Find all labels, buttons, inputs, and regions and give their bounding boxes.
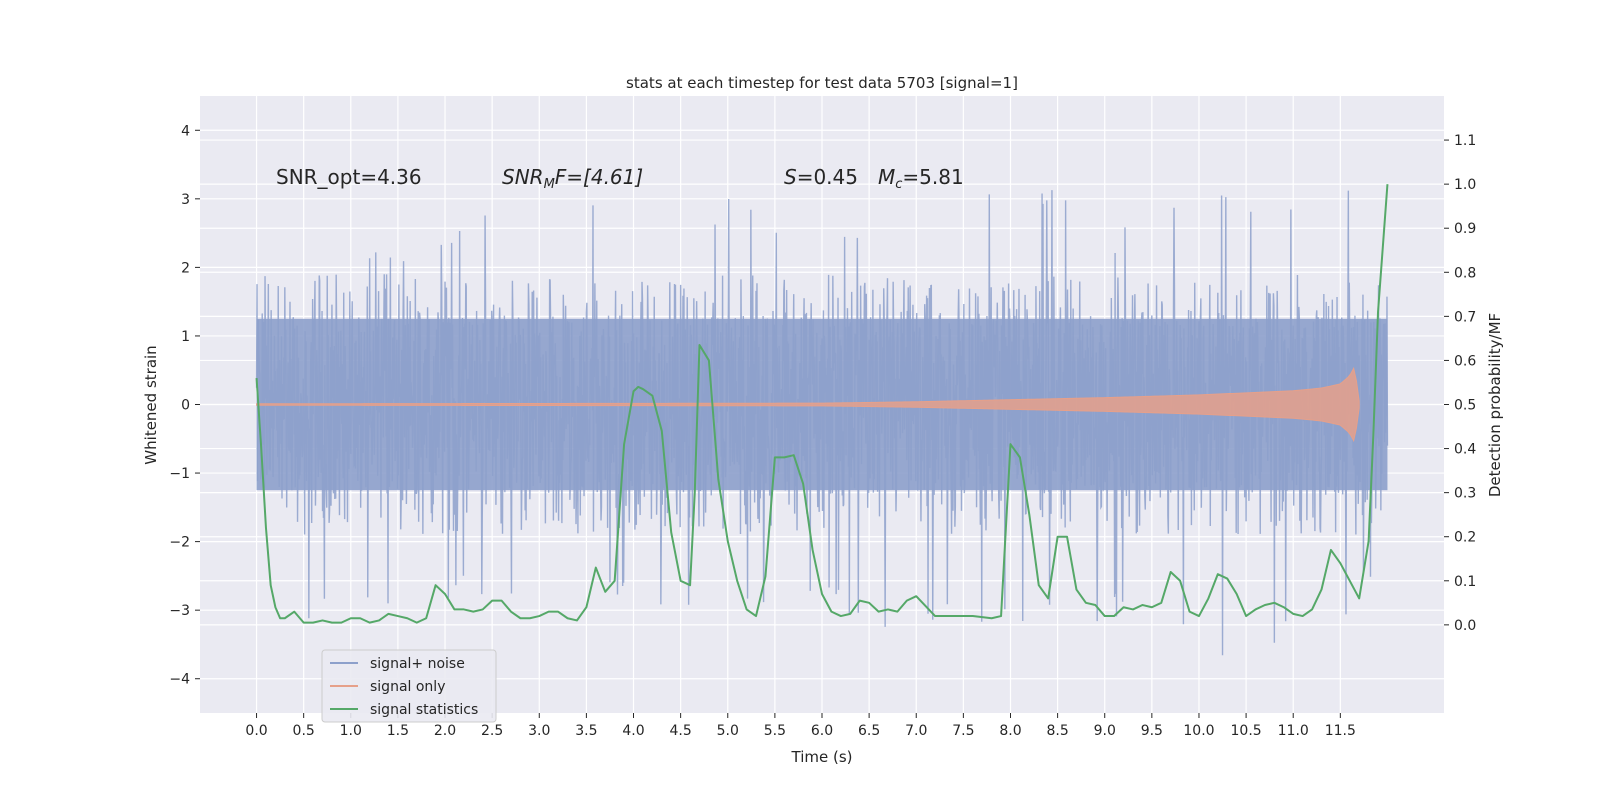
- x-tick-label: 9.0: [1094, 723, 1116, 739]
- y-left-tick-label: 2: [181, 260, 190, 276]
- x-tick-label: 2.0: [434, 723, 456, 739]
- y-right-tick-label: 0.9: [1454, 221, 1476, 237]
- annotation-snr-opt: SNR_opt=4.36: [276, 165, 422, 189]
- legend-label-signal-noise: signal+ noise: [370, 656, 465, 672]
- y-right-axis-ticks: 1.1 1.0 0.9 0.8 0.7 0.6 0.5 0.4 0.3 0.2 0.1 0.0: [1444, 133, 1476, 634]
- y-left-tick-label: 4: [181, 123, 190, 139]
- x-tick-label: 10.0: [1183, 723, 1214, 739]
- y-right-tick-label: 0.3: [1454, 486, 1476, 502]
- x-tick-label: 3.5: [575, 723, 597, 739]
- x-tick-label: 8.0: [999, 723, 1021, 739]
- x-tick-label: 7.5: [952, 723, 974, 739]
- x-tick-label: 6.5: [858, 723, 880, 739]
- x-axis-label: Time (s): [791, 748, 853, 766]
- x-tick-label: 11.0: [1278, 723, 1309, 739]
- y-left-tick-label: −4: [169, 672, 190, 688]
- legend-label-signal-statistics: signal statistics: [370, 702, 478, 718]
- signal-only-line: [256, 366, 1360, 443]
- y-right-axis-label: Detection probability/MF: [1486, 313, 1504, 497]
- y-left-tick-label: −1: [169, 466, 190, 482]
- annotation-chirp-mass: Mc=5.81: [878, 165, 964, 192]
- x-tick-label: 11.5: [1325, 723, 1356, 739]
- y-left-tick-label: 1: [181, 329, 190, 345]
- legend-box: [321, 649, 497, 723]
- signal-statistics-line: [255, 184, 1389, 624]
- annotation-spin: S=0.45: [784, 165, 858, 189]
- y-left-tick-label: 0: [181, 398, 190, 414]
- x-tick-label: 0.5: [293, 723, 315, 739]
- y-left-tick-label: 3: [181, 192, 190, 208]
- y-right-tick-label: 0.8: [1454, 265, 1476, 281]
- x-axis-ticks: 0.0 0.5 1.0 1.5 2.0 2.5 3.0 3.5 4.0 4.5 5.0 5.5 6.0 6…: [245, 713, 1356, 739]
- x-tick-label: 4.5: [670, 723, 692, 739]
- x-tick-label: 9.5: [1141, 723, 1163, 739]
- x-tick-label: 7.0: [905, 723, 927, 739]
- x-tick-label: 5.5: [764, 723, 786, 739]
- y-left-axis-ticks: 4 3 2 1 0 −1 −2 −3 −4: [169, 123, 200, 688]
- annotation-snr-mf: SNRMF=[4.61]: [502, 165, 643, 192]
- x-tick-label: 1.5: [387, 723, 409, 739]
- x-tick-label: 2.5: [481, 723, 503, 739]
- y-left-tick-label: −2: [169, 535, 190, 551]
- series-signal-only: [256, 366, 1360, 443]
- legend: signal+ noise signal only signal statist…: [321, 649, 497, 723]
- y-right-tick-label: 0.7: [1454, 309, 1476, 325]
- y-right-tick-label: 1.1: [1454, 133, 1476, 149]
- x-tick-label: 1.0: [340, 723, 362, 739]
- x-tick-label: 10.5: [1231, 723, 1262, 739]
- y-right-tick-label: 0.4: [1454, 442, 1476, 458]
- series-signal-statistics: [255, 184, 1389, 624]
- y-left-tick-label: −3: [169, 603, 190, 619]
- x-tick-label: 4.0: [622, 723, 644, 739]
- y-right-tick-label: 1.0: [1454, 177, 1476, 193]
- x-tick-label: 8.5: [1046, 723, 1068, 739]
- y-right-tick-label: 0.5: [1454, 398, 1476, 414]
- y-left-axis-label: Whitened strain: [142, 345, 160, 464]
- legend-label-signal-only: signal only: [370, 679, 445, 695]
- x-tick-label: 0.0: [245, 723, 267, 739]
- y-right-tick-label: 0.1: [1454, 574, 1476, 590]
- y-right-tick-label: 0.0: [1454, 618, 1476, 634]
- chart-title: stats at each timestep for test data 570…: [626, 74, 1018, 92]
- x-tick-label: 6.0: [811, 723, 833, 739]
- y-right-tick-label: 0.2: [1454, 530, 1476, 546]
- x-tick-label: 3.0: [528, 723, 550, 739]
- y-right-tick-label: 0.6: [1454, 353, 1476, 369]
- x-tick-label: 5.0: [717, 723, 739, 739]
